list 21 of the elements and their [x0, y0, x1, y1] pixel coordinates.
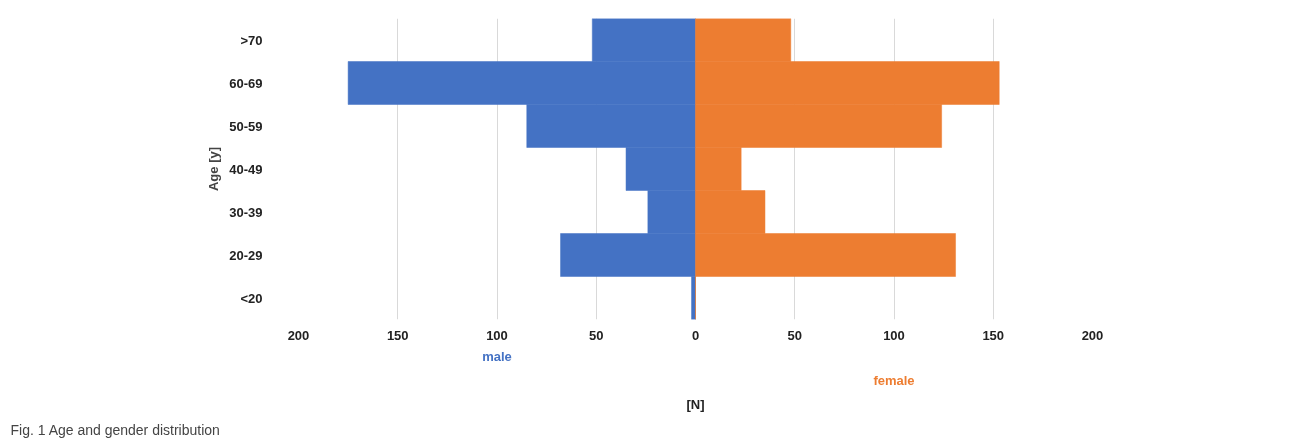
y-tick-label: 30-39: [229, 204, 263, 220]
x-tick-label: 150: [982, 327, 1005, 343]
y-tick-label: <20: [240, 290, 263, 306]
y-axis-title: Age [y]: [206, 146, 222, 192]
x-tick-label: 100: [883, 327, 905, 343]
caption: Fig. 1 Age and gender distribution: [10, 421, 220, 438]
text: male: [482, 348, 512, 364]
y-tick-label: 40-49: [229, 161, 263, 177]
y-tick-label: 60-69: [229, 75, 263, 91]
x-tick-label: 50: [787, 327, 802, 343]
y-tick-label: 50-59: [229, 118, 263, 134]
x-tick-label: 100: [486, 327, 508, 343]
y-tick-label: >70: [240, 32, 263, 48]
x-tick-label: 200: [1081, 327, 1104, 343]
x-axis-title: [N]: [686, 396, 705, 412]
x-tick-label: 150: [386, 327, 409, 343]
x-tick-label: 50: [589, 327, 604, 343]
text: female: [873, 372, 915, 388]
x-tick-label: 0: [691, 327, 700, 343]
x-tick-label: 200: [287, 327, 310, 343]
y-tick-label: 20-29: [229, 247, 263, 263]
